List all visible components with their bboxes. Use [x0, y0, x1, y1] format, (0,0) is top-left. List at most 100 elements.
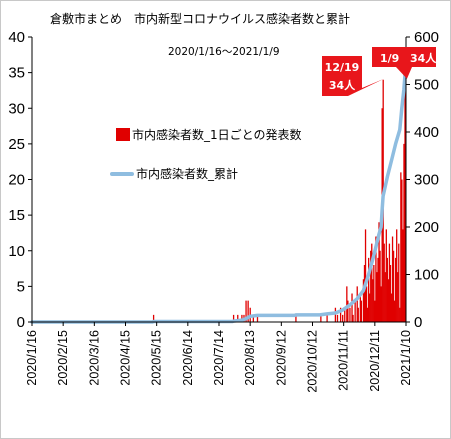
- daily-bar: [389, 265, 392, 322]
- daily-bar: [354, 300, 356, 322]
- axes: 051015202530354001002003004005006002020/…: [8, 29, 439, 393]
- callout: 12/19 34人: [322, 56, 385, 96]
- daily-bar: [360, 300, 363, 322]
- x-tick-label: 2020/4/15: [119, 330, 133, 386]
- x-tick-label: 2020/9/12: [274, 330, 288, 386]
- daily-bar: [366, 307, 369, 322]
- daily-bar: [401, 179, 403, 322]
- x-tick-label: 2020/11/11: [337, 330, 351, 391]
- daily-bar: [347, 300, 349, 322]
- y-right-tick-label: 0: [414, 314, 422, 331]
- daily-bar: [402, 229, 404, 322]
- daily-bar: [397, 272, 399, 322]
- daily-bar: [247, 300, 249, 322]
- daily-bar: [398, 243, 400, 322]
- daily-bar: [256, 314, 259, 322]
- legend-bar-label: 市内感染者数_1日ごとの発表数: [132, 127, 302, 142]
- daily-bar: [326, 314, 328, 322]
- daily-bar: [334, 307, 337, 322]
- daily-bar: [363, 265, 366, 322]
- x-tick-label: 2020/10/12: [306, 330, 320, 393]
- daily-bar: [295, 314, 297, 322]
- daily-bar: [395, 257, 397, 322]
- daily-bar: [375, 236, 377, 322]
- y-right-tick-label: 400: [414, 124, 439, 141]
- daily-bar: [357, 307, 359, 322]
- y-right-tick-label: 300: [414, 172, 439, 189]
- cumulative-line: [30, 72, 407, 324]
- daily-bar: [385, 229, 387, 322]
- daily-bar: [403, 143, 405, 322]
- x-tick-label: 2020/12/11: [368, 330, 382, 392]
- callout-count: 34人: [410, 51, 437, 65]
- daily-bar: [378, 222, 380, 322]
- y-left-tick-label: 5: [17, 278, 25, 295]
- callout-shape: [322, 56, 385, 96]
- x-tick-label: 2020/5/15: [150, 330, 164, 386]
- y-right-tick-label: 100: [414, 267, 439, 284]
- daily-bar: [376, 272, 378, 322]
- daily-bar: [372, 279, 374, 322]
- daily-bar: [392, 250, 395, 322]
- daily-bar: [352, 314, 354, 322]
- y-left-tick-label: 40: [8, 29, 25, 46]
- daily-bar: [380, 286, 382, 322]
- callout-date: 12/19: [325, 61, 360, 74]
- daily-bar: [368, 257, 370, 322]
- x-tick-label: 2020/8/13: [243, 330, 257, 386]
- x-tick-label: 2020/3/16: [87, 330, 101, 386]
- daily-bar: [386, 257, 388, 322]
- daily-bar: [373, 265, 375, 322]
- daily-bar: [400, 172, 402, 322]
- line-series: [30, 72, 407, 324]
- daily-bar: [339, 307, 342, 322]
- x-tick-label: 2020/7/14: [212, 330, 226, 386]
- x-tick-label: 2020/2/15: [56, 330, 70, 386]
- daily-bar: [252, 314, 254, 322]
- daily-bar: [349, 307, 351, 322]
- daily-bar: [383, 243, 385, 322]
- daily-bar: [396, 229, 398, 322]
- daily-bar: [393, 300, 396, 322]
- x-tick-label: 2020/6/14: [181, 330, 195, 386]
- daily-bar: [388, 243, 391, 322]
- daily-bar: [152, 314, 155, 322]
- y-left-tick-label: 30: [8, 100, 25, 117]
- y-right-tick-label: 200: [414, 219, 439, 236]
- y-left-tick-label: 15: [8, 207, 25, 224]
- daily-bar: [336, 314, 339, 322]
- daily-bar: [391, 236, 394, 322]
- daily-bar: [237, 314, 239, 322]
- daily-bar: [245, 300, 247, 322]
- legend-bar-swatch: [116, 128, 130, 141]
- y-left-tick-label: 20: [8, 172, 25, 189]
- daily-bar: [320, 314, 322, 322]
- daily-bar: [346, 286, 348, 322]
- x-tick-label: 2020/1/16: [25, 330, 39, 386]
- daily-bar: [379, 250, 381, 322]
- y-right-tick-label: 500: [414, 77, 439, 94]
- daily-bar: [370, 250, 372, 322]
- daily-bar: [344, 307, 346, 322]
- bar-series: [152, 79, 406, 322]
- daily-bar: [404, 79, 406, 322]
- daily-bar: [377, 257, 379, 322]
- x-tick-label: 2021/1/10: [399, 330, 413, 386]
- daily-bar: [399, 307, 401, 322]
- daily-bar: [362, 279, 365, 322]
- daily-bar: [390, 293, 393, 322]
- callout: 1/9 34人: [372, 47, 437, 79]
- daily-bar: [374, 300, 376, 322]
- chart-subtitle: 2020/1/16～2021/1/9: [168, 46, 280, 58]
- daily-bar: [364, 229, 367, 322]
- daily-bar: [342, 314, 344, 322]
- callout-date: 1/9: [380, 52, 399, 65]
- daily-bar: [384, 272, 386, 322]
- y-right-tick-label: 600: [414, 29, 439, 46]
- daily-bar: [359, 293, 361, 322]
- legend-line-label: 市内感染者数_累計: [136, 166, 238, 181]
- callout-count: 34人: [329, 78, 356, 92]
